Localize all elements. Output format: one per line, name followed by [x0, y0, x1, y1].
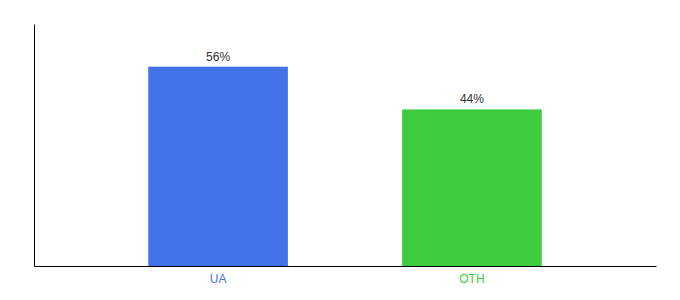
bar [402, 109, 542, 266]
x-tick-label: OTH [459, 272, 484, 286]
x-tick: OTH [459, 266, 484, 286]
data-labels: 56% 44% [206, 50, 484, 107]
bar [148, 67, 288, 266]
y-axis-line [34, 25, 35, 267]
x-axis-line [35, 266, 657, 267]
chart: UA OTH 56% 44% [0, 0, 680, 300]
x-tick-label: UA [210, 272, 227, 286]
plot: UA OTH 56% 44% [35, 25, 657, 286]
data-label: 56% [206, 50, 230, 64]
x-axis: UA OTH [35, 266, 657, 286]
bars [148, 67, 542, 266]
data-label: 44% [460, 92, 484, 106]
x-tick: UA [210, 266, 227, 286]
y-axis [34, 25, 35, 267]
